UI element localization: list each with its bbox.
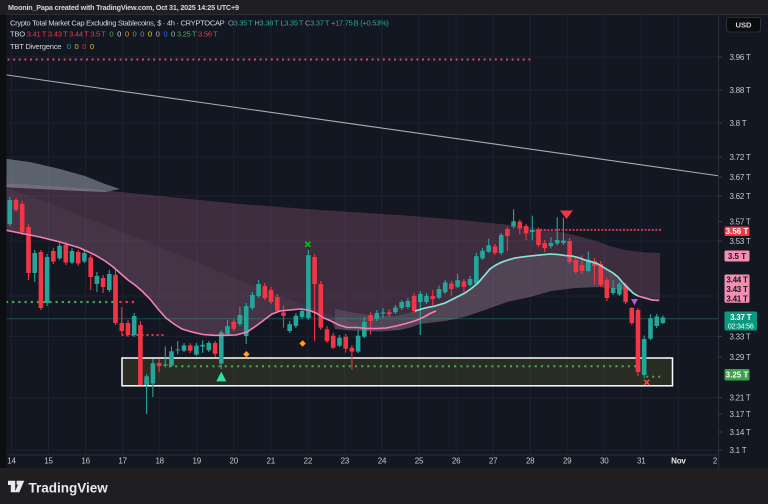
svg-text:3.72 T: 3.72 T — [730, 153, 751, 162]
svg-text:3.1 T: 3.1 T — [730, 446, 747, 455]
svg-text:3.29 T: 3.29 T — [730, 353, 751, 362]
svg-text:3.41 T: 3.41 T — [726, 294, 748, 303]
svg-text:02:34:56: 02:34:56 — [728, 324, 754, 331]
svg-text:15: 15 — [44, 457, 53, 466]
svg-text:3.53 T: 3.53 T — [730, 237, 751, 246]
svg-text:18: 18 — [155, 457, 164, 466]
svg-text:3.14 T: 3.14 T — [730, 428, 751, 437]
svg-text:20: 20 — [230, 457, 239, 466]
svg-text:3.96 T: 3.96 T — [730, 53, 751, 62]
svg-text:TBT Divergence 0 0 0 0: TBT Divergence 0 0 0 0 — [10, 42, 94, 51]
svg-text:3.37 T: 3.37 T — [730, 313, 752, 322]
svg-text:19: 19 — [193, 457, 202, 466]
svg-text:TBO 3.41 T 3.43 T 3.44 T 3.5 T: TBO 3.41 T 3.43 T 3.44 T 3.5 T 0 0 0 0 0… — [10, 30, 218, 39]
svg-text:3.25 T: 3.25 T — [726, 371, 749, 380]
svg-text:21: 21 — [267, 457, 276, 466]
svg-text:Moonin_Papa created with Tradi: Moonin_Papa created with TradingView.com… — [8, 3, 239, 12]
svg-text:26: 26 — [452, 457, 461, 466]
svg-text:24: 24 — [378, 457, 387, 466]
svg-text:3.5 T: 3.5 T — [728, 252, 746, 261]
svg-text:3.17 T: 3.17 T — [730, 410, 751, 419]
svg-text:2: 2 — [713, 457, 718, 466]
svg-text:3.56 T: 3.56 T — [726, 227, 749, 236]
svg-text:22: 22 — [304, 457, 313, 466]
svg-text:USD: USD — [735, 21, 752, 30]
svg-text:3.21 T: 3.21 T — [730, 393, 751, 402]
svg-text:Crypto Total Market Cap Exclud: Crypto Total Market Cap Excluding Stable… — [10, 18, 389, 27]
svg-text:27: 27 — [489, 457, 498, 466]
svg-text:3.33 T: 3.33 T — [730, 332, 751, 341]
svg-text:17: 17 — [118, 457, 127, 466]
svg-text:16: 16 — [81, 457, 90, 466]
svg-text:14: 14 — [7, 457, 16, 466]
svg-text:23: 23 — [341, 457, 350, 466]
svg-text:3.67 T: 3.67 T — [730, 173, 751, 182]
svg-text:25: 25 — [415, 457, 424, 466]
svg-text:29: 29 — [563, 457, 572, 466]
svg-text:28: 28 — [526, 457, 535, 466]
svg-text:3.44 T: 3.44 T — [726, 276, 748, 285]
svg-text:30: 30 — [600, 457, 609, 466]
svg-text:3.57 T: 3.57 T — [730, 217, 751, 226]
svg-text:31: 31 — [637, 457, 646, 466]
svg-text:3.43 T: 3.43 T — [726, 285, 748, 294]
svg-text:TradingView: TradingView — [29, 480, 109, 495]
svg-text:3.8 T: 3.8 T — [730, 119, 747, 128]
svg-text:3.62 T: 3.62 T — [730, 192, 751, 201]
svg-text:3.88 T: 3.88 T — [730, 86, 751, 95]
svg-text:Nov: Nov — [671, 457, 686, 466]
